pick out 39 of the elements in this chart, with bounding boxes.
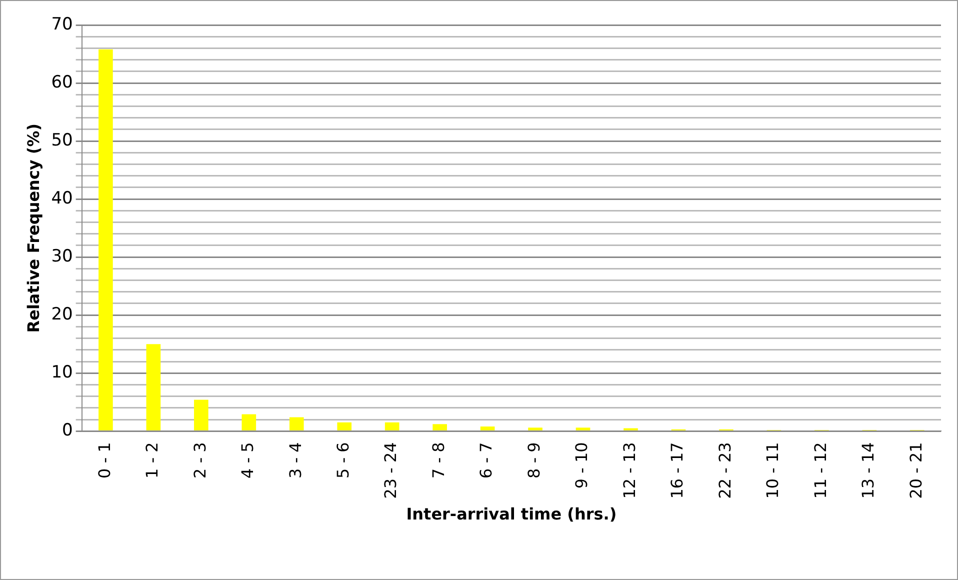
y-tick-label: 50 (51, 130, 73, 150)
x-tick-label: 13 - 14 (858, 442, 878, 499)
x-tick-label: 8 - 9 (524, 442, 544, 478)
x-tick-label: 22 - 23 (715, 442, 734, 499)
x-tick-label: 0 - 1 (94, 442, 114, 478)
x-tick-label: 23 - 24 (381, 442, 400, 499)
bar (242, 414, 256, 430)
x-tick-label: 11 - 12 (810, 442, 830, 499)
y-tick-label: 70 (51, 14, 73, 34)
bar (146, 344, 161, 430)
bar (98, 49, 113, 430)
x-tick-label: 2 - 3 (190, 442, 210, 478)
y-tick-label: 40 (51, 188, 73, 208)
bar (576, 428, 590, 430)
x-tick-label: 10 - 11 (763, 442, 782, 499)
x-tick-label: 1 - 2 (142, 442, 162, 478)
y-tick-label: 0 (62, 420, 73, 441)
bar (289, 417, 304, 430)
x-tick-label: 5 - 6 (334, 442, 353, 478)
bar (384, 422, 400, 430)
y-tick-label: 30 (51, 246, 73, 266)
x-tick-label: 16 - 17 (668, 442, 687, 499)
bar (432, 424, 447, 430)
y-axis-title: Relative Frequency (%) (24, 123, 43, 333)
bar (337, 422, 352, 430)
y-tick-label: 20 (51, 304, 73, 325)
bar (528, 428, 542, 430)
bar (194, 400, 208, 430)
x-tick-label: 4 - 5 (238, 442, 258, 478)
x-tick-label: 12 - 13 (620, 442, 639, 499)
x-axis-title: Inter-arrival time (hrs.) (406, 504, 617, 524)
x-tick-label: 7 - 8 (428, 442, 448, 478)
x-tick-label: 3 - 4 (286, 442, 305, 478)
x-tick-label: 20 - 21 (906, 442, 926, 499)
x-tick-label: 6 - 7 (476, 442, 496, 478)
y-tick-label: 60 (51, 72, 73, 92)
y-tick-label: 10 (51, 362, 73, 383)
bar (480, 426, 495, 430)
x-tick-label: 9 - 10 (572, 442, 592, 489)
